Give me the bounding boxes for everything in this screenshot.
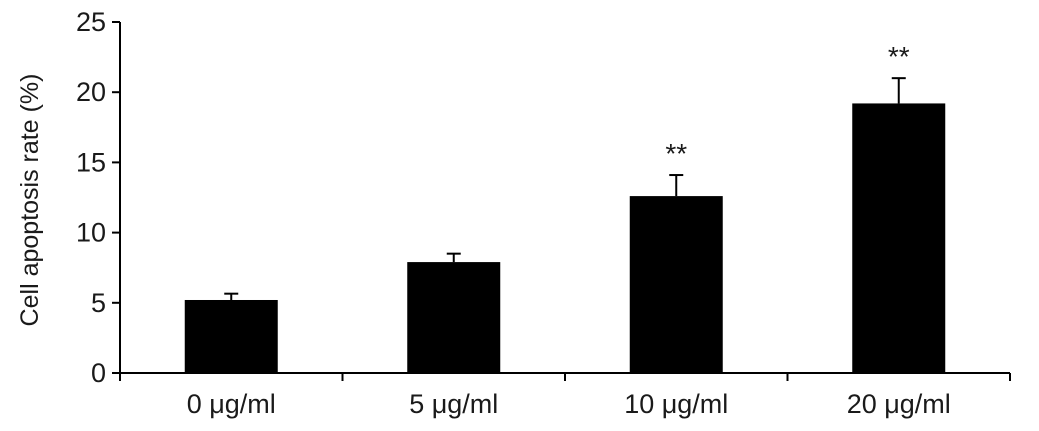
x-tick-label: 20 μg/ml — [847, 389, 951, 419]
y-tick-label: 15 — [76, 147, 106, 177]
x-tick-label: 0 μg/ml — [187, 389, 276, 419]
significance-labels: ** ** — [665, 41, 909, 169]
bar — [407, 262, 501, 373]
y-tick-label: 0 — [91, 358, 106, 388]
y-axis-title: Cell apoptosis rate (%) — [16, 74, 44, 327]
significance-label: ** — [665, 138, 687, 169]
x-tick-label: 5 μg/ml — [409, 389, 498, 419]
bar — [629, 196, 723, 373]
y-tick-label: 20 — [76, 77, 106, 107]
y-tick-label: 10 — [76, 218, 106, 248]
y-tick-label: 25 — [76, 7, 106, 37]
bar — [184, 299, 278, 373]
y-tick-label: 5 — [91, 288, 106, 318]
bar — [852, 103, 946, 373]
bars — [184, 103, 946, 373]
x-tick-label: 10 μg/ml — [624, 389, 728, 419]
x-ticks: 0 μg/ml 5 μg/ml 10 μg/ml 20 μg/ml — [119, 373, 1011, 419]
y-ticks: 0 5 10 15 20 25 — [76, 7, 120, 388]
error-bars — [224, 77, 906, 300]
significance-label: ** — [888, 41, 910, 72]
